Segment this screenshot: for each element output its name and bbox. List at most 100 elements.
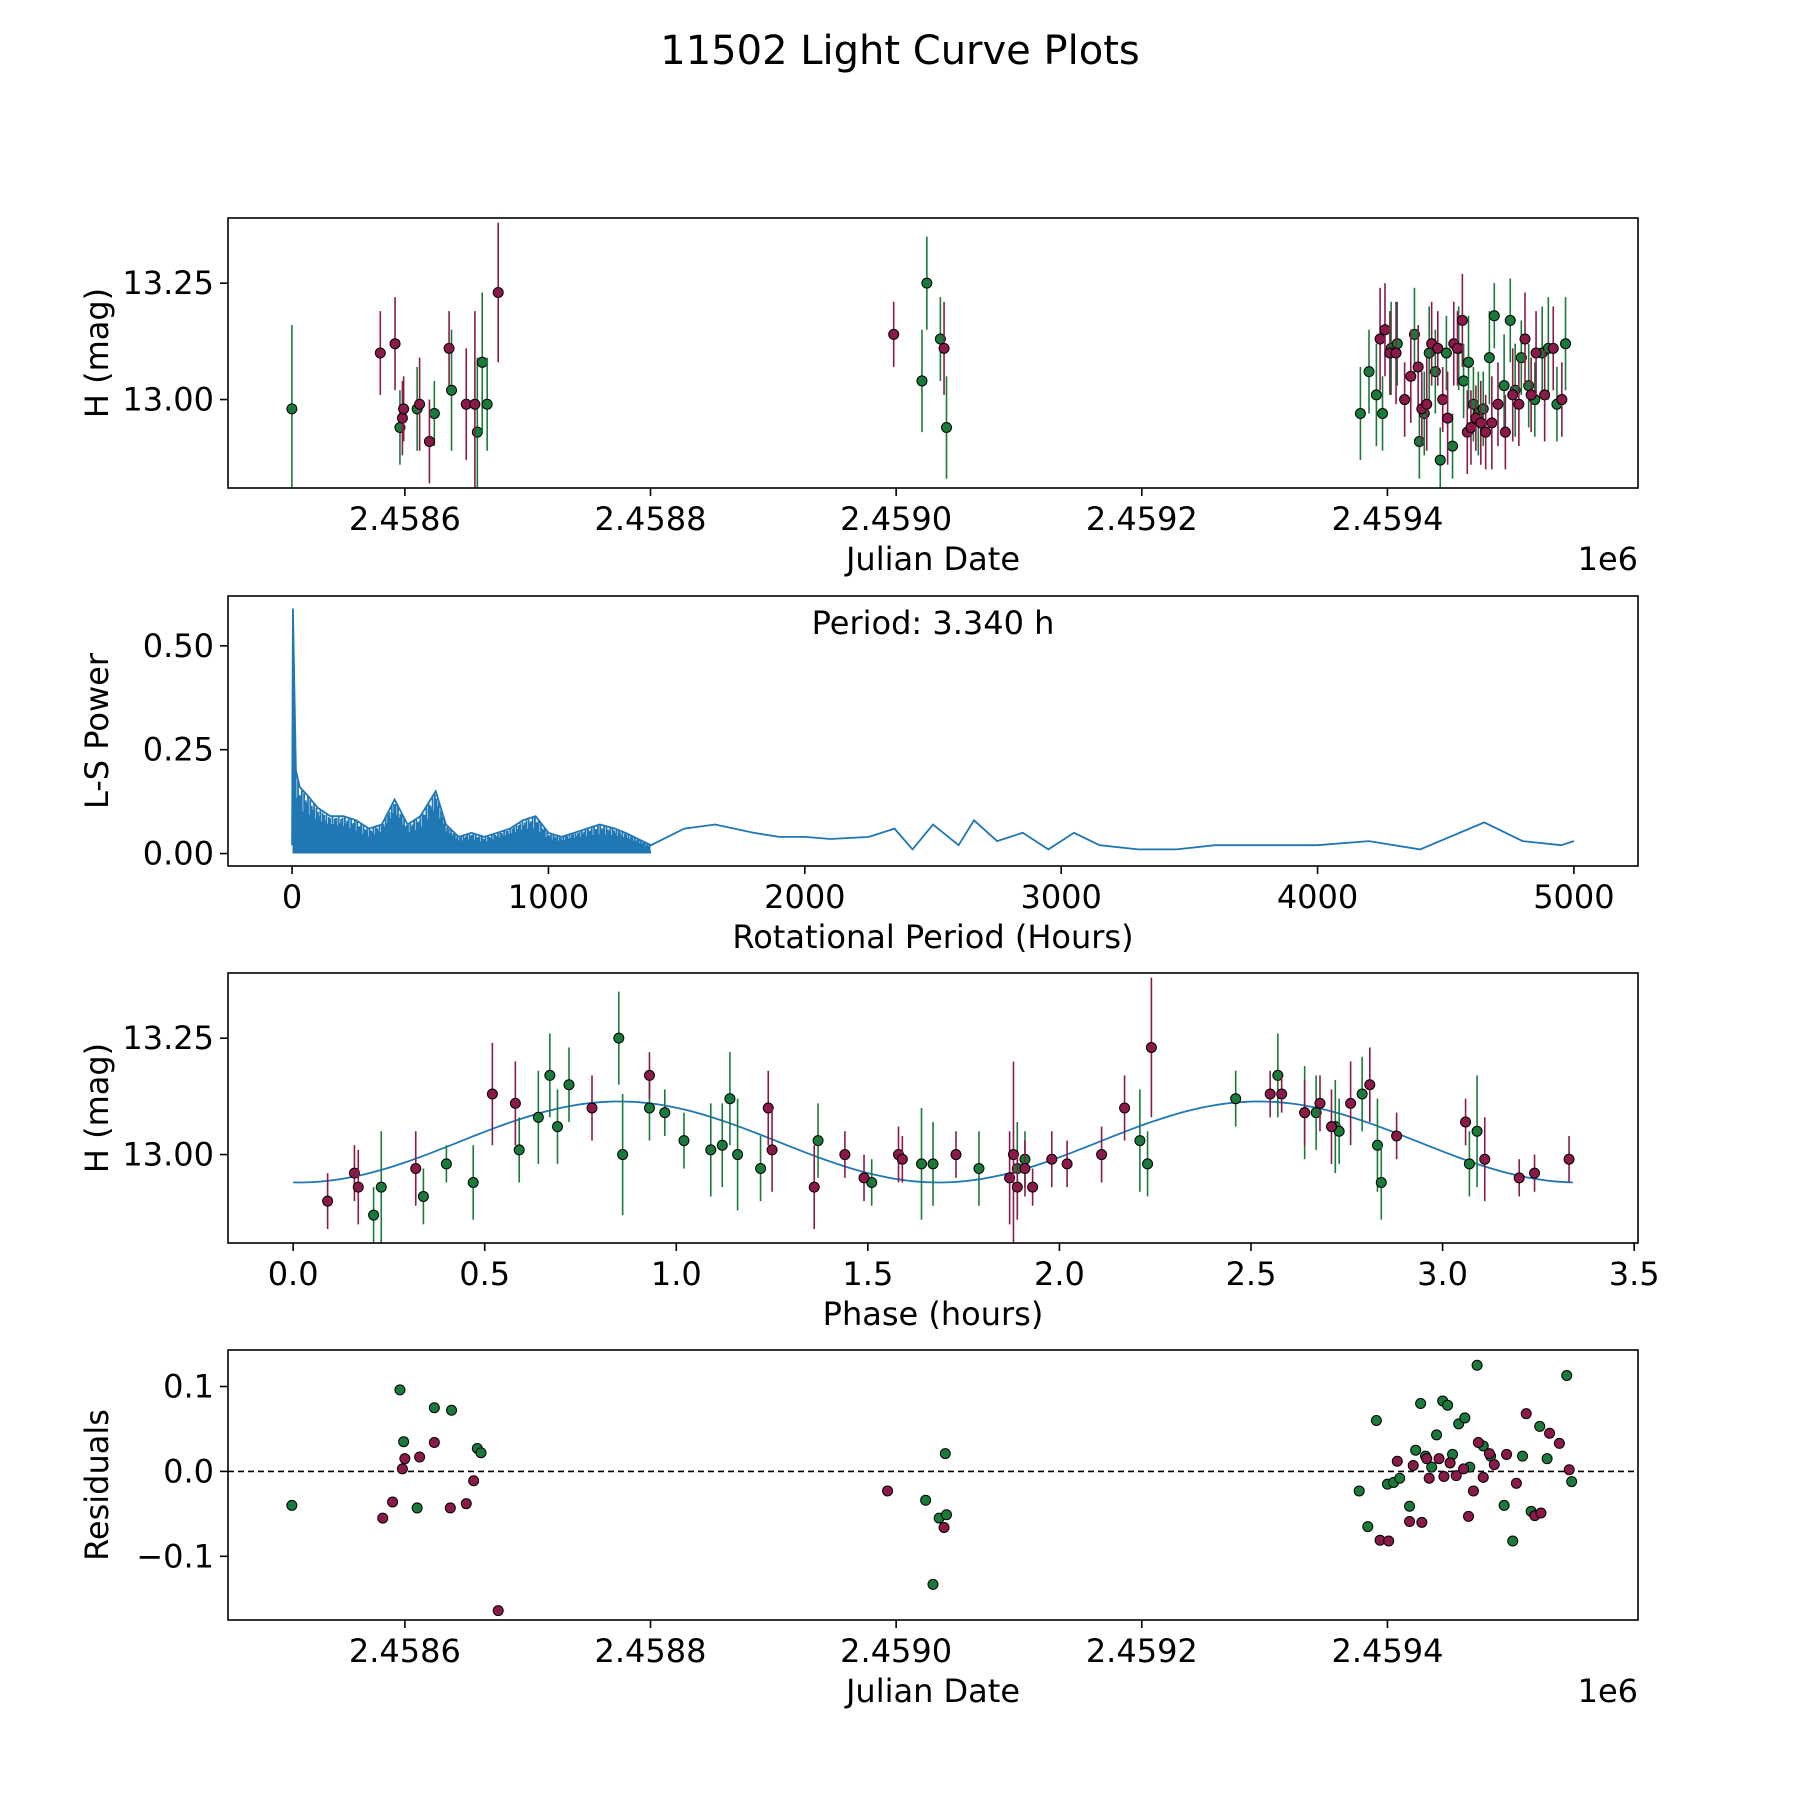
data-point	[1134, 1135, 1146, 1147]
data-point	[1391, 1455, 1403, 1467]
data-point	[1363, 366, 1375, 378]
data-point	[374, 347, 386, 359]
data-point	[1310, 1107, 1322, 1119]
data-point	[1566, 1476, 1578, 1488]
data-point	[1364, 1079, 1376, 1091]
data-point	[1471, 1125, 1483, 1137]
data-point	[1375, 1176, 1387, 1188]
x-tick-label: 2.4592	[1086, 500, 1198, 538]
data-point	[1142, 1158, 1154, 1170]
x-axis-label: Julian Date	[844, 1672, 1020, 1710]
data-point	[492, 286, 504, 298]
data-point	[678, 1135, 690, 1147]
data-point	[1465, 421, 1477, 433]
data-point	[1019, 1163, 1031, 1175]
data-point	[1563, 1464, 1575, 1476]
y-tick-label: 0.25	[143, 731, 214, 769]
x-axis-label: Phase (hours)	[823, 1295, 1044, 1333]
data-point	[938, 342, 950, 354]
data-point	[1371, 1139, 1383, 1151]
data-point	[368, 1209, 380, 1221]
data-point	[1553, 1437, 1565, 1449]
data-point	[1513, 398, 1525, 410]
data-point	[1486, 417, 1498, 429]
data-point	[1415, 1397, 1427, 1409]
data-point	[1515, 352, 1527, 364]
y-tick-label: 13.00	[122, 381, 214, 419]
data-point	[1383, 1535, 1395, 1547]
data-point	[1354, 408, 1366, 420]
axes-frame	[227, 972, 1639, 1244]
data-point	[1442, 1399, 1454, 1411]
x-tick-label: 2.4594	[1331, 500, 1443, 538]
data-point	[1362, 1521, 1374, 1533]
plot-area	[286, 222, 1572, 488]
data-point	[417, 1190, 429, 1202]
data-point	[888, 328, 900, 340]
data-point	[428, 1402, 440, 1414]
x-tick-label: 2.4592	[1086, 1632, 1198, 1670]
data-point	[896, 1153, 908, 1165]
data-point	[398, 1436, 410, 1448]
data-point	[938, 1521, 950, 1533]
data-point	[428, 408, 440, 420]
data-point	[950, 1149, 962, 1161]
y-axis-label: H (mag)	[78, 1043, 116, 1173]
data-point	[617, 1149, 629, 1161]
data-point	[1377, 408, 1389, 420]
data-point	[1534, 1420, 1546, 1432]
x-tick-label: 1.5	[842, 1255, 893, 1293]
x-tick-label: 4000	[1277, 878, 1358, 916]
data-point	[411, 1502, 423, 1514]
ls-power-line	[291, 608, 1575, 854]
x-offset-label: 1e6	[1578, 1672, 1638, 1710]
y-tick-label: 13.25	[122, 1019, 214, 1057]
data-point	[1438, 1471, 1450, 1483]
x-tick-label: 2.4594	[1331, 1632, 1443, 1670]
data-point	[1501, 1448, 1513, 1460]
y-tick-label: 0.50	[143, 627, 214, 665]
data-point	[755, 1163, 767, 1175]
data-point	[1007, 1149, 1019, 1161]
x-tick-label: 2.4590	[840, 500, 952, 538]
data-point	[916, 1158, 928, 1170]
data-point	[1488, 1459, 1500, 1471]
data-point	[1407, 1459, 1419, 1471]
data-point	[724, 1093, 736, 1105]
data-point	[1535, 1507, 1547, 1519]
data-point	[1519, 333, 1531, 345]
data-point	[1356, 1088, 1368, 1100]
data-point	[1423, 1472, 1435, 1484]
data-point	[1391, 338, 1403, 350]
data-point	[513, 1144, 525, 1156]
data-point	[858, 1172, 870, 1184]
data-point	[705, 1144, 717, 1156]
light-curve-panel: 2.4586 2.4588 2.4590 2.4592 2.4594 13.00 13.25…	[78, 217, 1639, 578]
data-point	[1444, 1457, 1456, 1469]
data-point	[389, 338, 401, 350]
data-point	[394, 1384, 406, 1396]
data-point	[1410, 1444, 1422, 1456]
data-point	[1547, 342, 1559, 354]
data-point	[1529, 1167, 1541, 1179]
data-point	[1432, 342, 1444, 354]
data-point	[1471, 1359, 1483, 1371]
data-point	[1498, 1499, 1510, 1511]
data-point	[471, 426, 483, 438]
data-point	[1421, 398, 1433, 410]
x-tick-label: 5000	[1533, 878, 1614, 916]
data-point	[423, 435, 435, 447]
data-point	[1434, 454, 1446, 466]
y-axis-label: Residuals	[78, 1409, 116, 1561]
data-point	[348, 1167, 360, 1179]
data-point	[286, 403, 298, 415]
data-point	[396, 412, 408, 424]
y-axis-label: H (mag)	[78, 288, 116, 418]
data-point	[1433, 1453, 1445, 1465]
data-point	[643, 1069, 655, 1081]
data-point	[444, 1502, 456, 1514]
data-point	[1563, 1153, 1575, 1165]
data-point	[1412, 361, 1424, 373]
data-point	[1561, 1369, 1573, 1381]
